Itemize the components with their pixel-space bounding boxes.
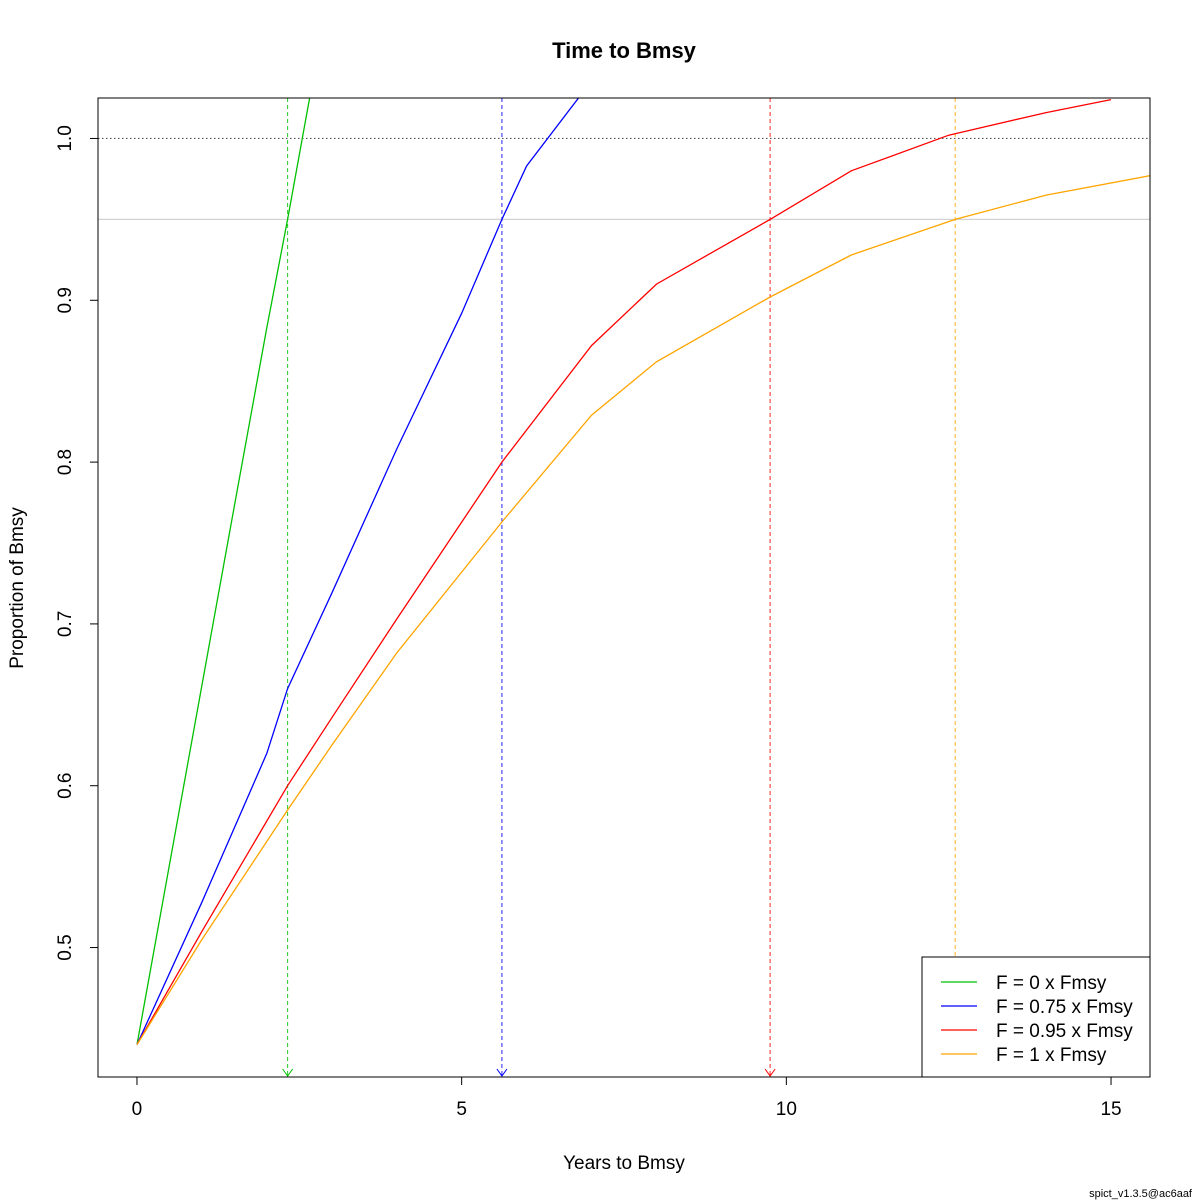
legend-label-2: F = 0.95 x Fmsy xyxy=(996,1021,1133,1042)
series-line-2 xyxy=(136,98,1112,1045)
x-tick-label-0: 0 xyxy=(132,1099,143,1120)
series-line-1 xyxy=(136,98,580,1045)
series-line-0 xyxy=(136,98,311,1045)
y-tick-label-1: 0.6 xyxy=(55,773,76,799)
legend-label-3: F = 1 x Fmsy xyxy=(996,1045,1107,1066)
series-lines xyxy=(136,98,1150,1045)
x-axis-label: Years to Bmsy xyxy=(563,1153,685,1174)
series-line-3 xyxy=(136,175,1150,1045)
y-tick-label-3: 0.8 xyxy=(55,449,76,475)
legend: F = 0 x Fmsy F = 0.75 x Fmsy F = 0.95 x Fm… xyxy=(921,956,1151,1078)
y-tick-label-5: 1.0 xyxy=(55,125,76,151)
x-tick-label-2: 10 xyxy=(776,1099,797,1120)
x-tick-label-3: 15 xyxy=(1100,1099,1121,1120)
time-marker-arrow-2 xyxy=(764,1068,776,1077)
y-axis: 0.5 0.6 0.7 0.8 0.9 1.0 xyxy=(55,125,98,961)
legend-box xyxy=(921,956,1151,1078)
y-axis-label: Proportion of Bmsy xyxy=(7,507,28,669)
time-marker-arrow-0 xyxy=(282,1068,294,1077)
x-tick-label-1: 5 xyxy=(456,1099,467,1120)
x-axis: 0 5 10 15 xyxy=(132,1077,1122,1120)
footer-version: spict_v1.3.5@ac6aaf xyxy=(1089,1188,1193,1200)
chart-title: Time to Bmsy xyxy=(552,38,697,63)
time-marker-arrow-1 xyxy=(496,1068,508,1077)
y-tick-label-0: 0.5 xyxy=(55,934,76,960)
legend-label-0: F = 0 x Fmsy xyxy=(996,973,1107,994)
y-tick-label-2: 0.7 xyxy=(55,611,76,637)
plot-frame xyxy=(97,97,1151,1078)
y-tick-label-4: 0.9 xyxy=(55,287,76,313)
legend-label-1: F = 0.75 x Fmsy xyxy=(996,997,1133,1018)
reference-lines xyxy=(98,137,1150,220)
time-markers xyxy=(282,98,961,1077)
